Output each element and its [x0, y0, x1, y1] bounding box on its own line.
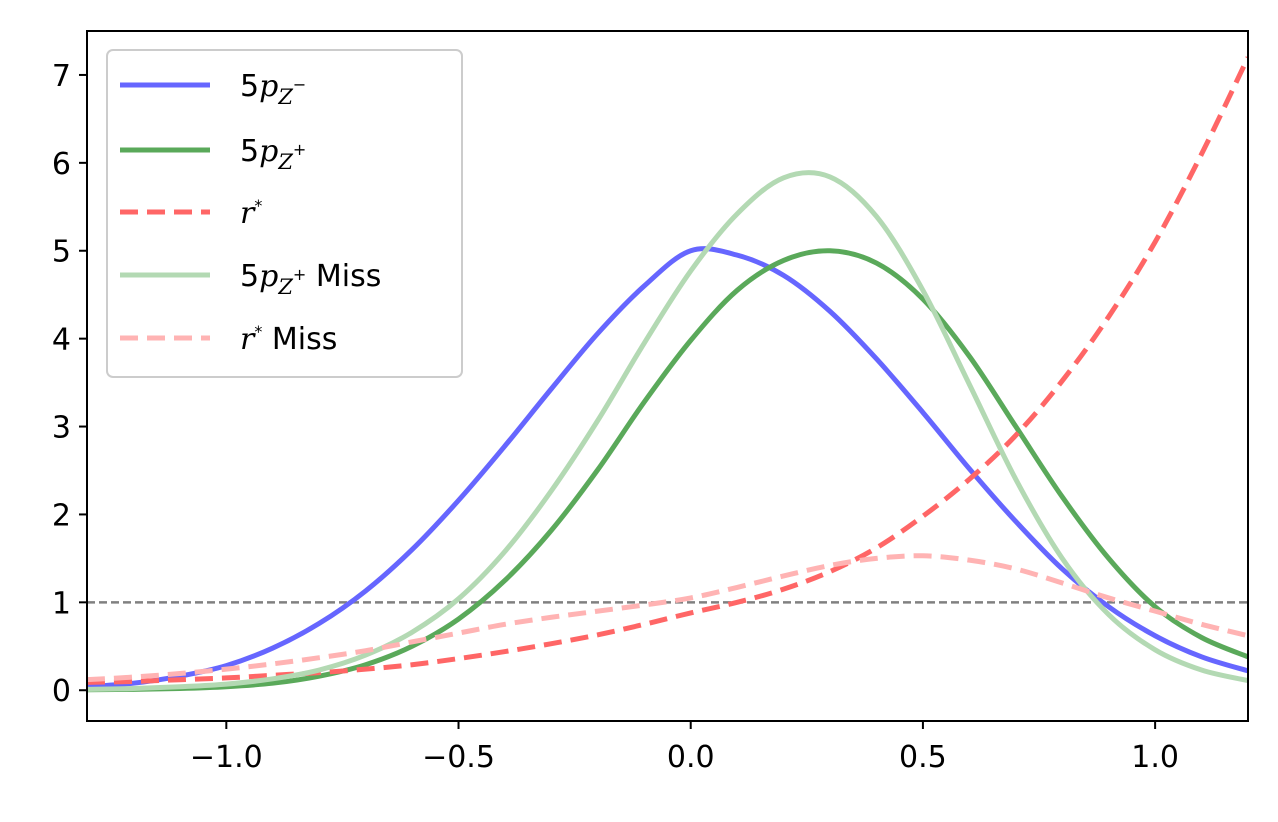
y-tick-label: 5 [52, 235, 71, 270]
legend-label-pzminus: 5pZ− [240, 69, 306, 109]
x-tick-label: 0.0 [667, 740, 715, 775]
y-tick-label: 3 [52, 411, 71, 446]
legend-label-pzplus_miss: 5pZ+ Miss [240, 259, 381, 299]
legend-label-rstar: r* [240, 196, 262, 231]
y-tick-label: 1 [52, 586, 71, 621]
series-line-pzminus [87, 246, 1248, 690]
legend-label-pzplus: 5pZ+ [240, 134, 306, 174]
x-axis-ticks: −1.0 −0.5 0.0 0.5 1.0 [190, 721, 1179, 775]
legend: 5pZ− 5pZ+ r* 5pZ+ Miss r* Miss [106, 49, 463, 378]
x-tick-label: 0.5 [899, 740, 947, 775]
legend-label-rstar_miss: r* Miss [240, 322, 337, 357]
y-axis-ticks: 0 1 2 3 4 5 6 7 [52, 59, 87, 709]
series-line-pzplus [87, 248, 1248, 693]
plot-frame [86, 30, 1249, 722]
series-line-pzplus_miss [87, 170, 1248, 692]
x-tick-label: 1.0 [1131, 740, 1179, 775]
y-tick-label: 2 [52, 498, 71, 533]
y-tick-label: 4 [52, 323, 71, 358]
y-tick-label: 0 [52, 674, 71, 709]
y-tick-label: 7 [52, 59, 71, 94]
x-tick-label: −0.5 [422, 740, 495, 775]
series-layer [87, 56, 1248, 693]
x-tick-label: −1.0 [190, 740, 263, 775]
y-tick-label: 6 [52, 147, 71, 182]
legend-box [106, 49, 463, 378]
series-line-rstar_miss [87, 553, 1248, 683]
